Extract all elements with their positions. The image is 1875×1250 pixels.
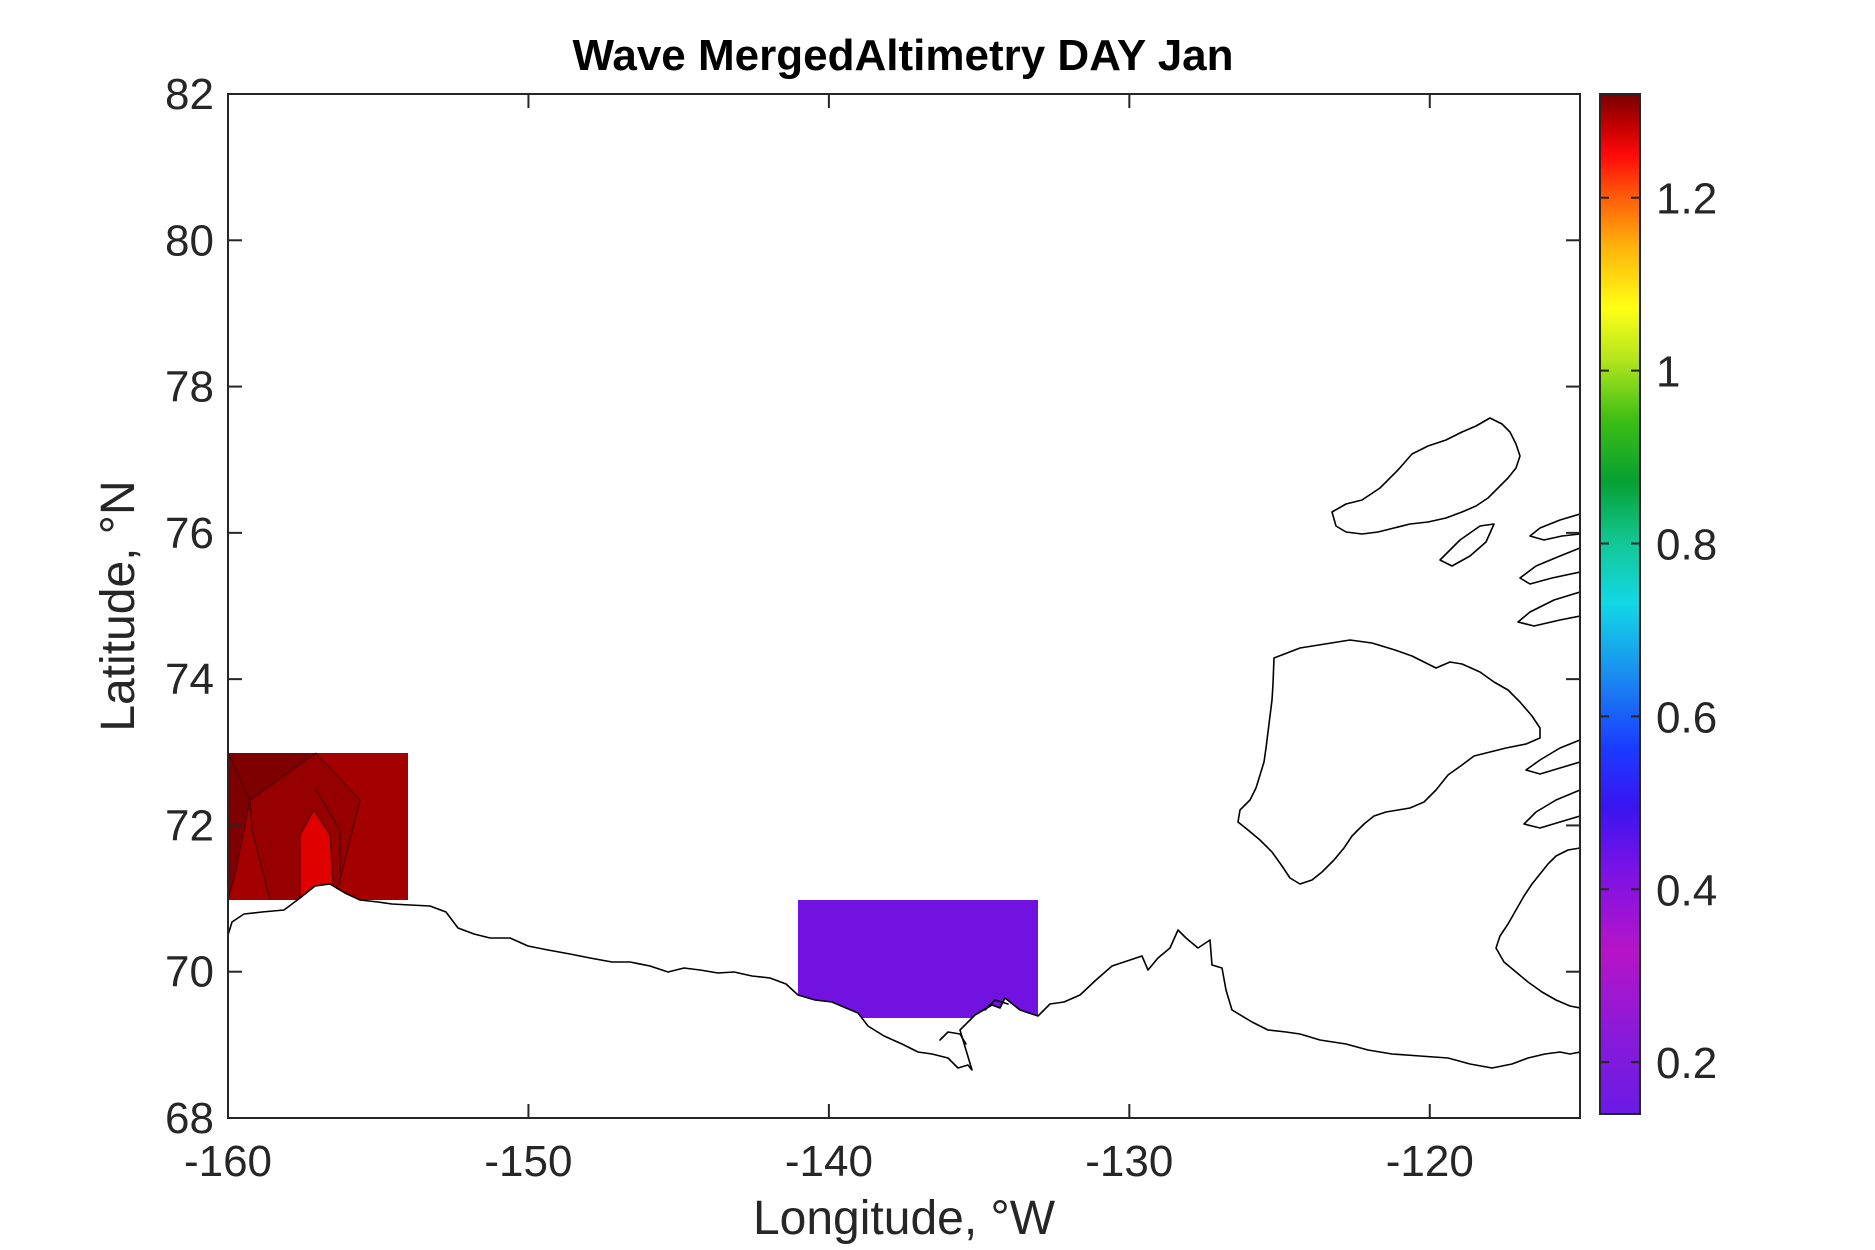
contour-line-4 (315, 789, 341, 885)
y-axis-label: Latitude, °N (92, 480, 145, 731)
melville-island-fragment-3 (1517, 591, 1580, 627)
inlet-coast-1 (939, 1031, 967, 1045)
victoria-north-fragment-2 (1523, 789, 1580, 829)
y-tick-label: 80 (165, 216, 214, 265)
y-tick-label: 76 (165, 509, 214, 558)
x-tick-label: -140 (785, 1137, 873, 1186)
west-data-region (228, 752, 408, 901)
axis-ticks (227, 93, 1580, 1119)
chart-title: Wave MergedAltimetry DAY Jan (572, 31, 1233, 80)
contour-line-2 (249, 752, 317, 901)
x-tick-label: -130 (1085, 1137, 1173, 1186)
prince-patrick-island (1331, 417, 1521, 535)
inlet-coast-2 (984, 999, 1009, 1011)
contour-line-5 (299, 809, 315, 900)
colorbar-gradient (1600, 94, 1640, 1114)
west-region-dark-band (228, 753, 316, 900)
plot-area (228, 417, 1580, 1118)
x-axis-label: Longitude, °W (753, 1192, 1056, 1245)
colorbar-frame (1599, 93, 1641, 1115)
colorbar-tick-label: 1 (1656, 348, 1680, 397)
victoria-north-fragment-1 (1525, 739, 1580, 775)
y-tick-label: 72 (165, 801, 214, 850)
y-tick-label: 74 (165, 655, 214, 704)
y-tick-label: 78 (165, 363, 214, 412)
eglinton-island (1439, 523, 1495, 567)
contour-line-1 (228, 752, 251, 901)
x-tick-label: -120 (1386, 1137, 1474, 1186)
central-region-fill (798, 900, 1038, 1018)
melville-island-fragment-2 (1519, 547, 1580, 585)
west-region-max-core (300, 810, 334, 900)
mainland-coastline (228, 883, 1580, 1118)
x-tick-label: -160 (184, 1137, 272, 1186)
axes-box (227, 93, 1581, 1119)
colorbar: 0.2 0.4 0.6 0.8 1 1.2 (1599, 93, 1717, 1115)
colorbar-tick-label: 0.6 (1656, 693, 1717, 742)
central-data-region (798, 900, 1038, 1018)
victoria-island (1495, 847, 1580, 1009)
colorbar-tick-label: 1.2 (1656, 175, 1717, 224)
banks-island (1237, 639, 1541, 885)
colorbar-tick-label: 0.8 (1656, 520, 1717, 569)
axis-tick-labels: -160 -150 -140 -130 -120 68 70 72 74 76 78 80 82 (165, 70, 1474, 1186)
colorbar-tick-label: 0.4 (1656, 866, 1717, 915)
y-tick-label: 70 (165, 948, 214, 997)
colorbar-ticks: 0.2 0.4 0.6 0.8 1 1.2 (1600, 175, 1717, 1088)
x-tick-label: -150 (484, 1137, 572, 1186)
y-tick-label: 82 (165, 70, 214, 119)
y-tick-label: 68 (165, 1094, 214, 1143)
contour-line-6 (313, 809, 335, 901)
melville-island-fragment-1 (1529, 513, 1580, 541)
colorbar-tick-label: 0.2 (1656, 1039, 1717, 1088)
